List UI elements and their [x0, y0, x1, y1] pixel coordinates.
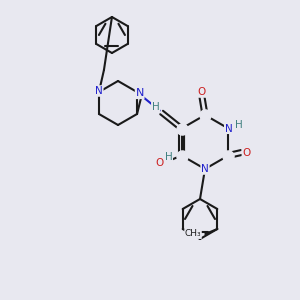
Text: O: O	[242, 148, 250, 158]
Text: H: H	[152, 101, 160, 112]
Text: N: N	[95, 86, 103, 96]
Text: H: H	[165, 152, 172, 163]
Text: H: H	[152, 101, 160, 112]
Text: H: H	[235, 119, 242, 130]
Text: N: N	[95, 86, 103, 96]
Text: H: H	[235, 119, 242, 130]
Text: H: H	[165, 152, 172, 163]
Text: N: N	[224, 124, 232, 134]
Text: O: O	[198, 87, 206, 97]
Text: CH₃: CH₃	[185, 230, 201, 238]
Text: O: O	[198, 87, 206, 97]
Text: O: O	[155, 158, 164, 169]
Text: N: N	[135, 88, 144, 98]
Text: N: N	[135, 88, 144, 98]
Text: N: N	[201, 164, 209, 174]
Text: O: O	[155, 158, 164, 169]
Text: N: N	[201, 164, 209, 174]
Text: O: O	[242, 148, 250, 158]
Text: N: N	[224, 124, 232, 134]
